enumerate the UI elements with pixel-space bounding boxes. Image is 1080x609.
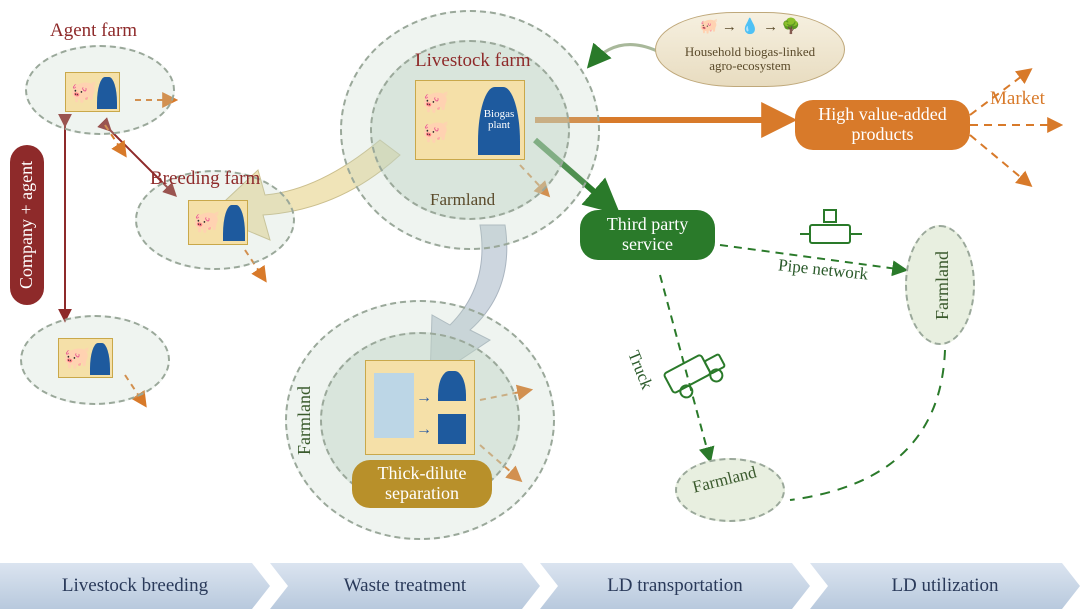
truck-icon [664,347,730,402]
separation-tile: → → [365,360,475,455]
agent-farm-label: Agent farm [50,20,137,42]
small-farm-tile: 🐖 [58,338,113,378]
hvap-pill: High value-added products [795,100,970,150]
household-line1: Household biogas-linked [685,44,815,59]
stage-1: Livestock breeding [0,563,270,609]
company-agent-label: Company + agent [17,161,37,289]
separation-pill: Thick-dilute separation [352,460,492,508]
stage-3: LD transportation [540,563,810,609]
household-ecosystem: 🐖 → 💧 → 🌳 Household biogas-linked agro-e… [655,12,845,87]
livestock-farm-label: Livestock farm [415,50,531,72]
biogas-plant-label: Biogas plant [482,109,516,131]
stage-2-label: Waste treatment [344,575,466,597]
farmland-right-1-label: Farmland [932,251,953,320]
breeding-farm-label: Breeding farm [150,168,260,190]
agent-farm-tile: 🐖 [65,72,120,112]
separation-farmland-label: Farmland [294,386,315,455]
separation-label: Thick-dilute separation [352,464,492,504]
stage-4: LD utilization [810,563,1080,609]
stage-1-label: Livestock breeding [62,575,208,597]
household-line2: agro-ecosystem [709,58,791,73]
diagram-canvas: Agent farm 🐖 🐖 Breeding farm 🐖 Company +… [0,0,1080,563]
hvap-label: High value-added products [795,105,970,145]
stage-bar: Livestock breeding Waste treatment LD tr… [0,563,1080,609]
third-party-label: Third party service [580,215,715,255]
livestock-farmland-label: Farmland [430,190,495,210]
stage-4-label: LD utilization [891,575,998,597]
stage-2: Waste treatment [270,563,540,609]
stage-3-label: LD transportation [607,575,743,597]
company-agent-pill: Company + agent [10,145,44,305]
third-party-pill: Third party service [580,210,715,260]
truck-label: Truck [623,348,657,393]
market-label: Market [990,88,1045,110]
breeding-farm-tile: 🐖 [188,200,248,245]
livestock-farm-tile: 🐖 🐖 Biogas plant [415,80,525,160]
pipe-icon [800,210,862,243]
pipe-network-label: Pipe network [777,255,869,284]
